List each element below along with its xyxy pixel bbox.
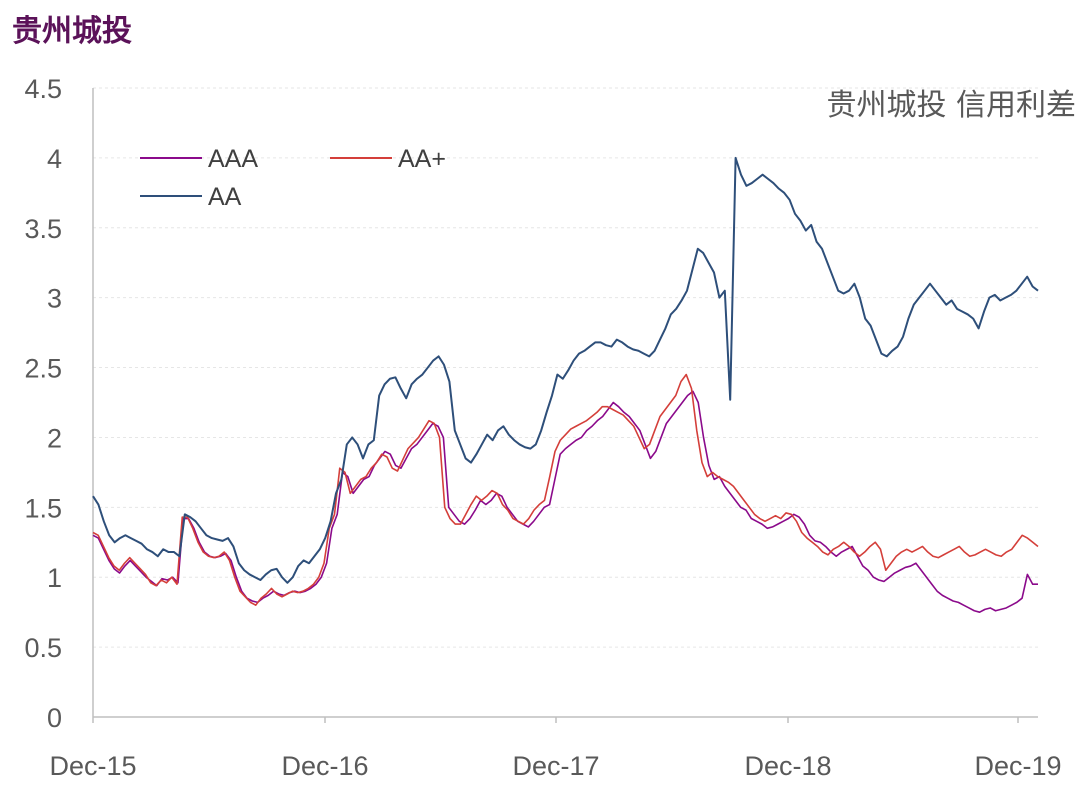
legend-label-aa: AA [208,183,242,211]
x-tick-labels: Dec-15 Dec-16 Dec-17 Dec-18 Dec-19 [49,717,1062,781]
y-tick-label: 2 [47,423,62,453]
legend-label-aa-plus: AA+ [398,145,446,173]
y-tick-label: 3.5 [24,214,62,244]
series-line-aa [92,156,1039,584]
chart-annotation: 贵州城投 信用利差 [826,88,1076,123]
gridlines [93,87,1038,648]
x-tick-label: Dec-19 [974,751,1061,781]
axes [92,88,1038,718]
x-tick-label: Dec-18 [744,751,831,781]
y-tick-label: 1.5 [24,493,62,523]
y-tick-labels: 0 0.5 1 1.5 2 2.5 3 3.5 4 4.5 [24,74,62,733]
y-tick-label: 0.5 [24,633,62,663]
x-tick-label: Dec-16 [281,751,368,781]
series-line-aaa [92,390,1038,613]
x-tick-label: Dec-15 [49,751,136,781]
x-tick-label: Dec-17 [512,751,599,781]
page-title: 贵州城投 [12,14,132,49]
series-lines [92,156,1039,613]
legend: AAA AA+ AA [140,145,446,211]
y-tick-label: 1 [47,563,62,593]
y-tick-label: 3 [47,284,62,314]
y-tick-label: 0 [47,703,62,733]
y-tick-label: 4.5 [24,74,62,104]
series-line-aa-plus [92,373,1039,606]
y-tick-label: 2.5 [24,354,62,384]
legend-label-aaa: AAA [208,145,258,173]
y-tick-label: 4 [47,144,62,174]
